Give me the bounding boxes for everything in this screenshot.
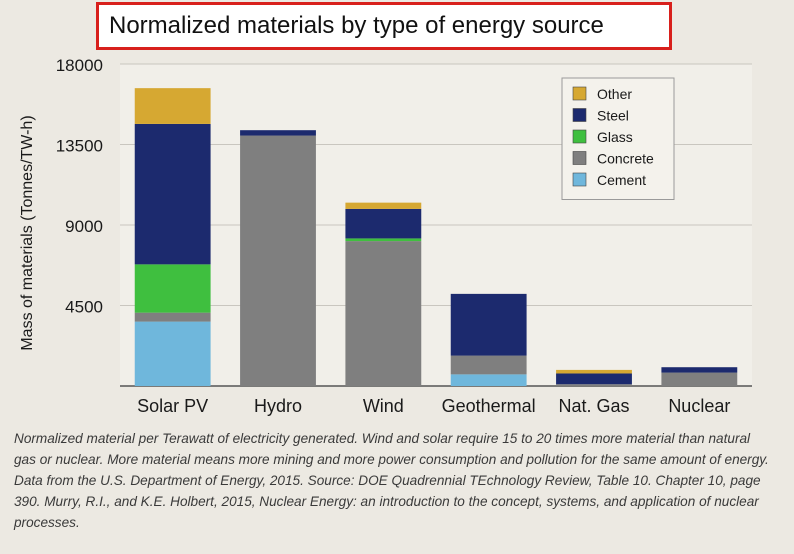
y-tick-label: 4500 (65, 298, 103, 317)
legend-swatch-other (572, 86, 587, 101)
chart-title: Normalized materials by type of energy s… (109, 12, 604, 39)
bar-segment-cement-geothermal (450, 374, 527, 386)
chart-title-box: Normalized materials by type of energy s… (96, 2, 672, 50)
legend-swatch-cement (572, 172, 587, 187)
legend-label-cement: Cement (597, 172, 646, 188)
bar-segment-concrete-geothermal (450, 355, 527, 375)
legend-swatch-glass (572, 129, 587, 144)
bar-segment-concrete-nuclear (661, 372, 738, 386)
bar-segment-concrete-hydro (240, 135, 316, 386)
legend-swatch-concrete (572, 151, 587, 165)
bar-segment-steel-nat-gas (556, 373, 632, 385)
bar-segment-concrete-nat-gas (556, 384, 632, 386)
legend-swatch-steel (572, 108, 587, 122)
x-tick-label: Wind (363, 396, 404, 416)
bar-segment-concrete-solar-pv (134, 312, 211, 322)
bar-segment-other-wind (345, 202, 422, 209)
x-tick-label: Solar PV (137, 396, 208, 416)
bar-segment-steel-solar-pv (134, 123, 211, 265)
x-tick-label: Geothermal (442, 396, 536, 416)
bar-segment-cement-solar-pv (134, 321, 211, 386)
bar-segment-other-nat-gas (556, 369, 632, 374)
bar-segment-steel-nuclear (661, 367, 738, 373)
bar-segment-concrete-wind (345, 241, 422, 386)
y-tick-label: 18000 (56, 56, 103, 75)
legend-label-concrete: Concrete (597, 151, 654, 167)
y-axis-label: Mass of materials (Tonnes/TW-h) (19, 115, 36, 350)
x-tick-label: Hydro (254, 396, 302, 416)
bar-segment-steel-geothermal (450, 293, 527, 356)
legend-label-steel: Steel (597, 108, 629, 124)
figure-caption: Normalized material per Terawatt of elec… (14, 431, 769, 530)
bar-segment-glass-wind (345, 238, 422, 242)
bar-segment-other-solar-pv (134, 88, 211, 124)
legend-label-other: Other (597, 86, 632, 102)
x-tick-label: Nat. Gas (558, 396, 629, 416)
y-tick-label: 9000 (65, 217, 103, 236)
x-tick-label: Nuclear (668, 396, 730, 416)
legend-label-glass: Glass (597, 129, 633, 145)
y-tick-label: 13500 (56, 137, 103, 156)
bar-segment-glass-solar-pv (134, 264, 211, 313)
bar-segment-steel-wind (345, 208, 422, 239)
bar-segment-steel-hydro (240, 130, 316, 136)
stacked-bar-chart: 4500 9000 13500 18000 Mass of materials (Ton… (19, 56, 752, 416)
